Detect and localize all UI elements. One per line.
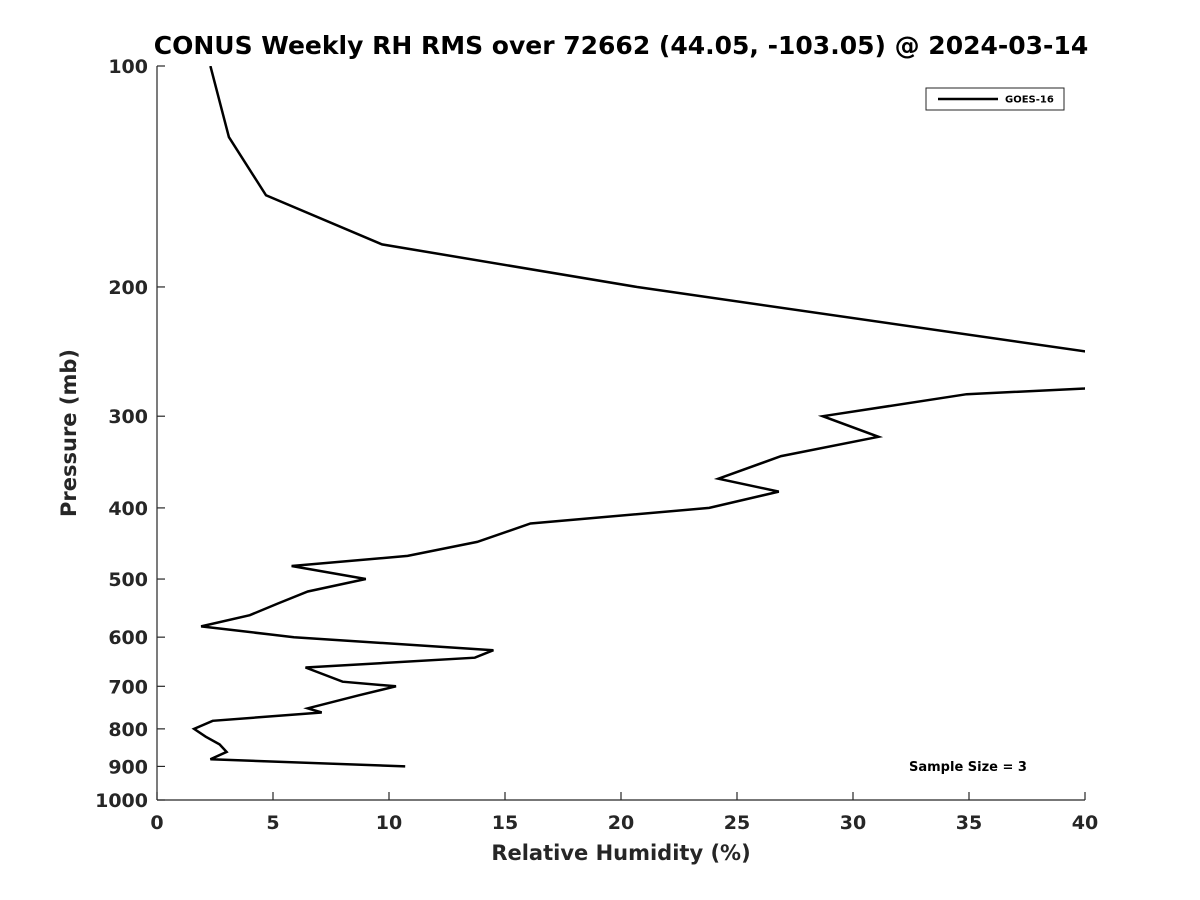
y-tick-label: 1000	[95, 790, 148, 812]
y-axis-label: Pressure (mb)	[57, 349, 81, 517]
x-tick-label: 35	[956, 812, 982, 834]
x-tick-label: 25	[724, 812, 750, 834]
x-tick-label: 30	[840, 812, 866, 834]
y-tick-label: 200	[108, 277, 148, 299]
legend-label: GOES-16	[1005, 95, 1054, 106]
plot-area	[191, 66, 1085, 768]
y-tick-label: 100	[108, 56, 148, 78]
y-tick-label: 900	[108, 756, 148, 778]
axes	[156, 66, 1085, 801]
legend: GOES-16	[925, 87, 1065, 111]
y-tick-label: 300	[108, 406, 148, 428]
y-tick-label: 500	[108, 569, 148, 591]
y-axis-ticks: 100 200 300 400 500 600 700 800 900 1000	[95, 56, 165, 812]
series-line-goes-16	[191, 66, 1085, 768]
x-axis-ticks: 0 5 10 15 20 25 30 35 40	[150, 792, 1098, 834]
x-tick-label: 15	[492, 812, 518, 834]
x-axis-label: Relative Humidity (%)	[491, 841, 750, 865]
x-tick-label: 20	[608, 812, 634, 834]
sample-size-annotation: Sample Size = 3	[909, 760, 1027, 775]
y-tick-label: 800	[108, 719, 148, 741]
x-tick-label: 10	[376, 812, 402, 834]
y-tick-label: 400	[108, 498, 148, 520]
x-tick-label: 0	[150, 812, 163, 834]
x-tick-label: 5	[266, 812, 279, 834]
chart-title: CONUS Weekly RH RMS over 72662 (44.05, -…	[154, 31, 1088, 60]
x-tick-label: 40	[1072, 812, 1098, 834]
y-tick-label: 700	[108, 676, 148, 698]
y-tick-label: 600	[108, 627, 148, 649]
